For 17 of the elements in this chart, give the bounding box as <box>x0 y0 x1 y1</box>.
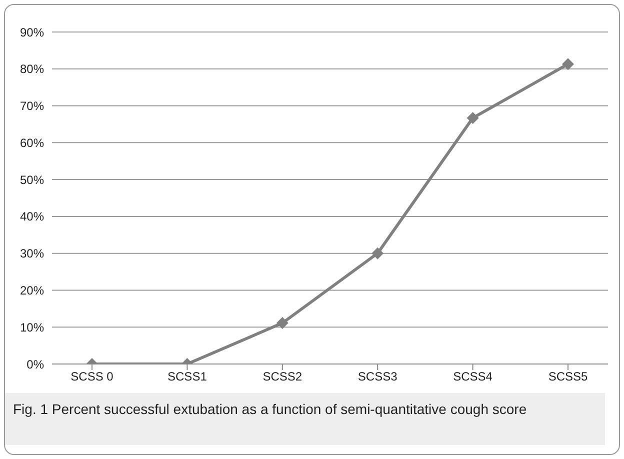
x-tick-label: SCSS5 <box>548 370 588 384</box>
y-tick-label: 20% <box>20 283 44 298</box>
x-tick-label: SCSS4 <box>453 370 493 384</box>
x-tick-label: SCSS2 <box>262 370 302 384</box>
y-tick-label: 40% <box>20 210 44 224</box>
y-tick-label: 60% <box>20 136 44 150</box>
y-tick-label: 30% <box>20 246 44 261</box>
x-tick-label: SCSS 0 <box>70 370 114 384</box>
x-tick-label: SCSS3 <box>358 370 398 384</box>
caption: Fig. 1 Percent successful extubation as a function of semi-quantitative cough score <box>13 400 528 419</box>
x-tick-label: SCSS1 <box>168 370 208 384</box>
y-tick-label: 50% <box>20 172 44 187</box>
y-tick-label: 70% <box>20 99 44 114</box>
y-tick-label: 80% <box>20 62 44 76</box>
y-tick-label: 90% <box>20 25 44 40</box>
y-tick-label: 10% <box>20 320 44 334</box>
y-tick-label: 0% <box>26 357 44 372</box>
